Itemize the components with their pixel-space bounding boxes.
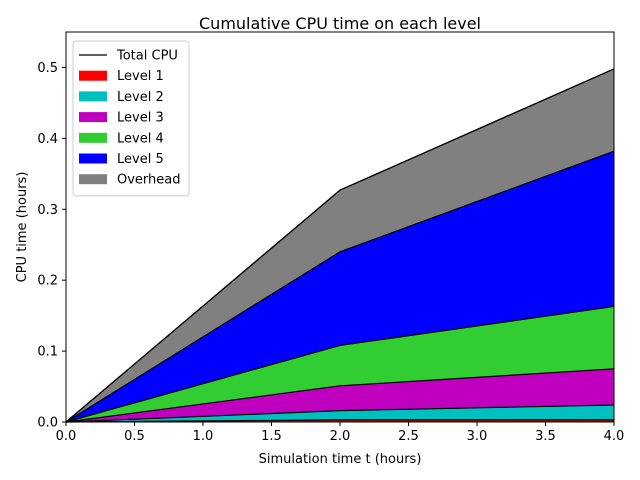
legend: Total CPU Level 1 Level 2 Level 3 Level 4 Lev…	[72, 40, 190, 197]
legend-label-level-1: Level 1	[117, 69, 164, 84]
y-tick-label: 0.1	[37, 345, 58, 360]
y-tick-label: 0.5	[37, 61, 58, 76]
legend-label-level-2: Level 2	[117, 90, 164, 105]
legend-label-total-cpu: Total CPU	[116, 49, 178, 64]
y-tick-label: 0.2	[37, 274, 58, 289]
legend-swatch-level-3	[79, 112, 107, 123]
legend-label-level-3: Level 3	[117, 111, 164, 126]
legend-label-level-4: Level 4	[117, 131, 164, 146]
area-level-2	[66, 404, 614, 422]
boundary-lines	[65, 68, 615, 423]
x-tick-label: 1.0	[193, 429, 214, 444]
area-level-4	[66, 306, 614, 422]
x-tick-label: 4.0	[604, 429, 625, 444]
x-tick-label: 0.0	[56, 429, 77, 444]
area-level-5	[66, 151, 614, 423]
x-tick-label: 0.5	[124, 429, 145, 444]
x-tick-label: 2.0	[330, 429, 351, 444]
x-axis-ticks: 0.0 0.5 1.0 1.5 2.0 2.5 3.0 3.5 4.0	[56, 422, 625, 444]
x-tick-label: 3.5	[535, 429, 556, 444]
area-level-3	[66, 368, 614, 422]
line-level-4	[65, 305, 615, 423]
total-cpu-line	[65, 68, 615, 423]
y-tick-label: 0.3	[37, 203, 58, 218]
legend-swatch-level-2	[79, 91, 107, 102]
y-axis-ticks: 0.0 0.1 0.2 0.3 0.4 0.5	[37, 61, 66, 431]
legend-swatch-level-5	[79, 153, 107, 164]
legend-label-level-5: Level 5	[117, 152, 164, 167]
line-level-3	[65, 368, 615, 423]
legend-swatch-level-1	[79, 70, 107, 81]
y-tick-label: 0.4	[37, 132, 58, 147]
x-axis-label: Simulation time t (hours)	[259, 452, 422, 467]
y-tick-label: 0.0	[37, 416, 58, 431]
chart-title: Cumulative CPU time on each level	[199, 14, 481, 33]
y-axis-label: CPU time (hours)	[15, 172, 30, 283]
stacked-areas	[66, 68, 614, 423]
legend-swatch-level-4	[79, 132, 107, 143]
line-level-2	[65, 404, 615, 423]
legend-swatch-overhead	[79, 174, 107, 185]
line-level-5	[65, 150, 615, 423]
x-tick-label: 1.5	[261, 429, 282, 444]
area-overhead	[66, 68, 614, 422]
x-tick-label: 3.0	[467, 429, 488, 444]
x-tick-label: 2.5	[398, 429, 419, 444]
line-level-1	[65, 419, 614, 423]
legend-label-overhead: Overhead	[117, 173, 181, 188]
